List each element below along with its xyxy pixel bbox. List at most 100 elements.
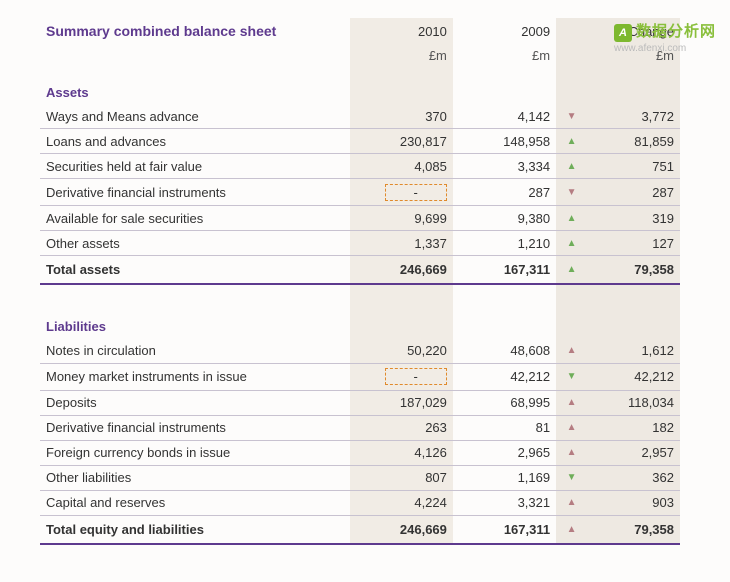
- change-arrow-icon: ▼: [556, 465, 587, 490]
- change-arrow-icon: ▲: [556, 440, 587, 465]
- row-change: 42,212: [587, 363, 680, 390]
- total-2010: 246,669: [350, 256, 453, 285]
- section-heading-label: Assets: [40, 71, 350, 105]
- total-2009: 167,311: [453, 256, 556, 285]
- row-label: Other assets: [40, 231, 350, 256]
- row-change: 1,612: [587, 339, 680, 364]
- total-label: Total assets: [40, 256, 350, 285]
- header-row: Summary combined balance sheet 2010 2009…: [40, 18, 680, 43]
- row-label: Derivative financial instruments: [40, 179, 350, 206]
- row-2010: 187,029: [350, 390, 453, 415]
- table-row: Foreign currency bonds in issue4,1262,96…: [40, 440, 680, 465]
- row-change: 287: [587, 179, 680, 206]
- watermark: A数据分析网 www.afenxi.com: [614, 24, 716, 54]
- watermark-logo: A: [614, 24, 632, 42]
- row-2010: 263: [350, 415, 453, 440]
- row-label: Deposits: [40, 390, 350, 415]
- row-2009: 42,212: [453, 363, 556, 390]
- section-heading-label: Liabilities: [40, 305, 350, 339]
- table-row: Other assets1,3371,210▲127: [40, 231, 680, 256]
- row-change: 118,034: [587, 390, 680, 415]
- row-2009: 4,142: [453, 104, 556, 129]
- table-row: Derivative financial instruments-287▼287: [40, 179, 680, 206]
- change-arrow-icon: ▼: [556, 179, 587, 206]
- row-2009: 3,334: [453, 154, 556, 179]
- row-2010: -: [350, 363, 453, 390]
- row-2009: 68,995: [453, 390, 556, 415]
- col-2009: 2009: [453, 18, 556, 43]
- change-arrow-icon: ▲: [556, 129, 587, 154]
- col-change-arrow: [556, 18, 587, 43]
- row-label: Available for sale securities: [40, 206, 350, 231]
- row-2009: 81: [453, 415, 556, 440]
- table-row: Ways and Means advance3704,142▼3,772: [40, 104, 680, 129]
- row-2010: 4,224: [350, 490, 453, 515]
- row-2010: 370: [350, 104, 453, 129]
- row-change: 2,957: [587, 440, 680, 465]
- row-label: Notes in circulation: [40, 339, 350, 364]
- total-change: 79,358: [587, 256, 680, 285]
- row-2009: 9,380: [453, 206, 556, 231]
- change-arrow-icon: ▲: [556, 390, 587, 415]
- row-2009: 287: [453, 179, 556, 206]
- change-arrow-icon: ▲: [556, 206, 587, 231]
- table-row: Notes in circulation50,22048,608▲1,612: [40, 339, 680, 364]
- row-2010: 4,126: [350, 440, 453, 465]
- row-change: 127: [587, 231, 680, 256]
- change-arrow-icon: ▲: [556, 231, 587, 256]
- dashed-cell: -: [385, 184, 447, 201]
- table-row: Securities held at fair value4,0853,334▲…: [40, 154, 680, 179]
- row-2010: 9,699: [350, 206, 453, 231]
- row-2009: 1,210: [453, 231, 556, 256]
- balance-sheet-table: Summary combined balance sheet 2010 2009…: [40, 18, 680, 545]
- row-label: Money market instruments in issue: [40, 363, 350, 390]
- row-label: Ways and Means advance: [40, 104, 350, 129]
- row-change: 362: [587, 465, 680, 490]
- col-2010: 2010: [350, 18, 453, 43]
- row-change: 182: [587, 415, 680, 440]
- change-arrow-icon: ▲: [556, 490, 587, 515]
- change-arrow-icon: ▲: [556, 339, 587, 364]
- total-change: 79,358: [587, 515, 680, 544]
- total-row: Total assets246,669167,311▲79,358: [40, 256, 680, 285]
- table-row: Derivative financial instruments26381▲18…: [40, 415, 680, 440]
- spacer-row: [40, 284, 680, 305]
- watermark-cn: 数据分析网: [636, 23, 716, 40]
- row-2010: 4,085: [350, 154, 453, 179]
- change-arrow-icon: ▲: [556, 154, 587, 179]
- row-2010: 230,817: [350, 129, 453, 154]
- row-2010: 807: [350, 465, 453, 490]
- total-row: Total equity and liabilities246,669167,3…: [40, 515, 680, 544]
- total-2009: 167,311: [453, 515, 556, 544]
- row-label: Other liabilities: [40, 465, 350, 490]
- unit-row: £m £m £m: [40, 43, 680, 71]
- unit-2010: £m: [350, 43, 453, 71]
- row-change: 319: [587, 206, 680, 231]
- table-row: Other liabilities8071,169▼362: [40, 465, 680, 490]
- row-label: Securities held at fair value: [40, 154, 350, 179]
- row-change: 751: [587, 154, 680, 179]
- total-label: Total equity and liabilities: [40, 515, 350, 544]
- change-arrow-icon: ▼: [556, 104, 587, 129]
- row-label: Loans and advances: [40, 129, 350, 154]
- row-2010: 1,337: [350, 231, 453, 256]
- row-2010: -: [350, 179, 453, 206]
- watermark-url: www.afenxi.com: [614, 43, 686, 54]
- row-change: 3,772: [587, 104, 680, 129]
- table-title: Summary combined balance sheet: [40, 18, 350, 43]
- row-label: Derivative financial instruments: [40, 415, 350, 440]
- row-change: 81,859: [587, 129, 680, 154]
- row-change: 903: [587, 490, 680, 515]
- row-label: Capital and reserves: [40, 490, 350, 515]
- table-row: Loans and advances230,817148,958▲81,859: [40, 129, 680, 154]
- section-heading: Liabilities: [40, 305, 680, 339]
- row-2009: 148,958: [453, 129, 556, 154]
- row-2010: 50,220: [350, 339, 453, 364]
- table-row: Money market instruments in issue-42,212…: [40, 363, 680, 390]
- table-row: Capital and reserves4,2243,321▲903: [40, 490, 680, 515]
- dashed-cell: -: [385, 368, 447, 385]
- change-arrow-icon: ▲: [556, 256, 587, 285]
- table-row: Deposits187,02968,995▲118,034: [40, 390, 680, 415]
- row-2009: 3,321: [453, 490, 556, 515]
- change-arrow-icon: ▼: [556, 363, 587, 390]
